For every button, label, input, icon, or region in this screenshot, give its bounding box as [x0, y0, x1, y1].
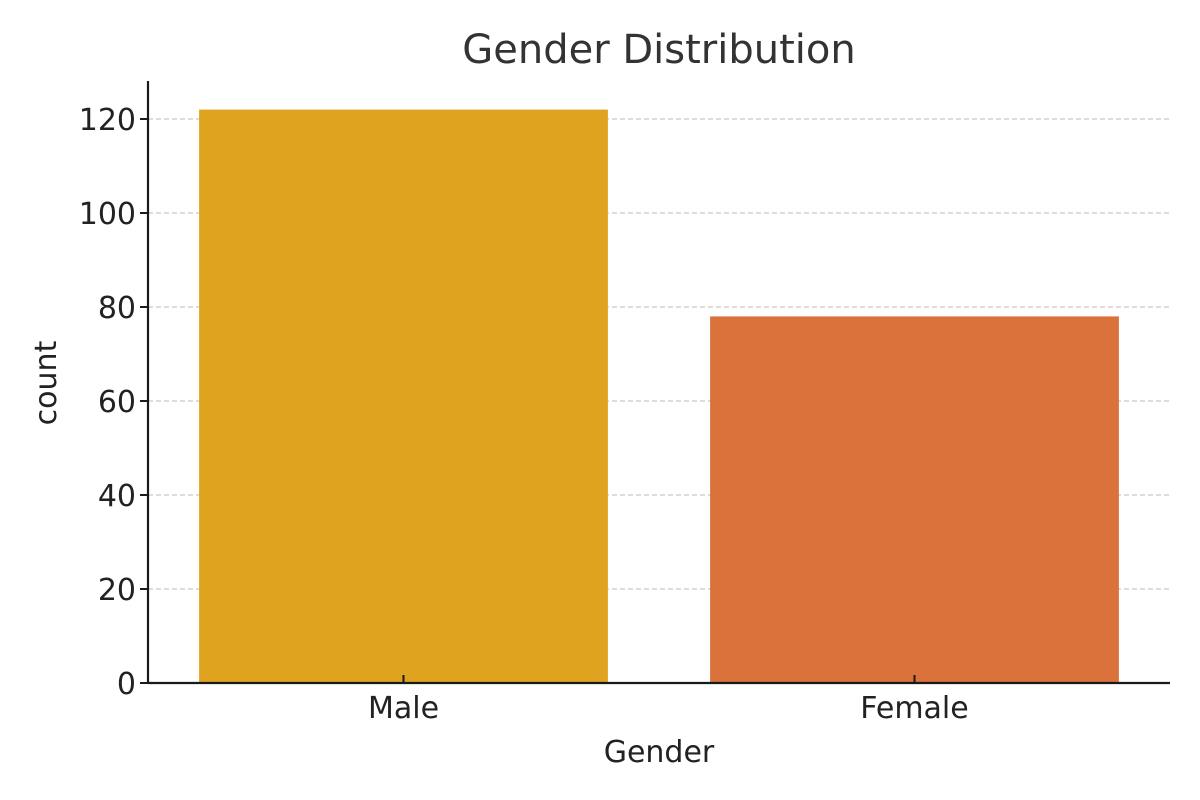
y-tick-label: 40 — [98, 479, 136, 514]
y-axis-label: count — [29, 340, 64, 425]
y-tick-label: 60 — [98, 385, 136, 420]
y-tick-label: 20 — [98, 573, 136, 608]
tick-layer: 0 20 40 60 80 100 120 Male Female — [79, 103, 969, 726]
bar-female — [710, 316, 1119, 683]
bar-layer — [199, 109, 1119, 684]
x-tick-label: Female — [860, 691, 968, 726]
x-tick-label: Male — [368, 691, 439, 726]
bar-male — [199, 109, 608, 684]
chart-title: Gender Distribution — [462, 27, 855, 73]
y-tick-label: 100 — [79, 197, 136, 232]
y-tick-label: 120 — [79, 103, 136, 138]
y-tick-label: 0 — [117, 667, 136, 702]
x-axis-label: Gender — [604, 735, 715, 770]
axis-layer — [146, 81, 1170, 685]
y-tick-label: 80 — [98, 291, 136, 326]
